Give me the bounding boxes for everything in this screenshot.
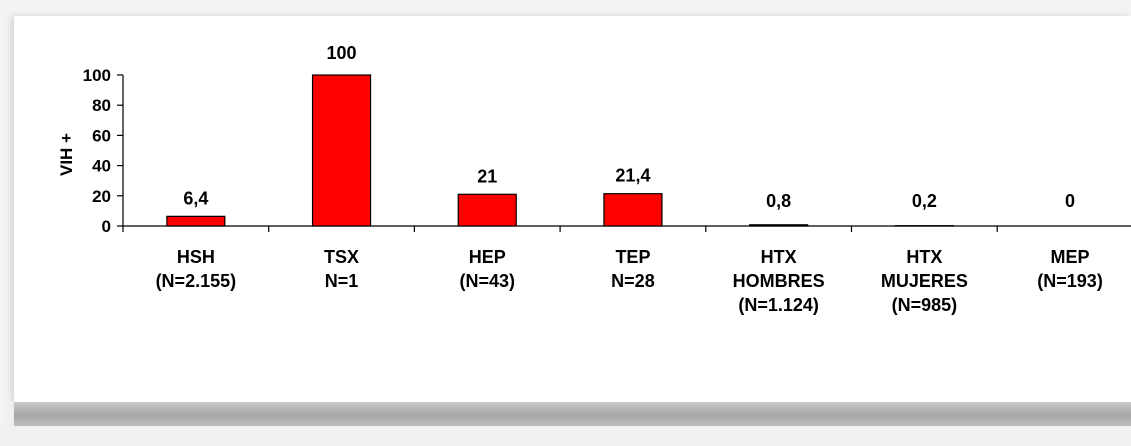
category-label: TEP <box>615 247 650 267</box>
data-label: 21 <box>477 166 497 186</box>
category-label: HSH <box>177 247 215 267</box>
data-label: 0 <box>1065 191 1075 211</box>
category-label: MUJERES <box>881 271 968 291</box>
bar <box>313 75 371 226</box>
bar <box>604 194 662 226</box>
bars <box>167 75 954 226</box>
bar <box>458 194 516 226</box>
category-label: MEP <box>1051 247 1090 267</box>
category-label: (N=193) <box>1037 271 1103 291</box>
category-label: HEP <box>469 247 506 267</box>
category-labels: HSH (N=2.155) TSX N=1 HEP (N=43) TEP N=28 HTX HOM… <box>156 247 1103 315</box>
y-tick-label: 20 <box>92 187 111 206</box>
data-label: 0,8 <box>766 191 791 211</box>
y-tick-label: 80 <box>92 96 111 115</box>
category-label: (N=43) <box>459 271 515 291</box>
category-label: N=1 <box>325 271 359 291</box>
category-label: HTX <box>906 247 942 267</box>
data-label: 6,4 <box>183 188 208 208</box>
data-label: 21,4 <box>615 166 650 186</box>
category-label: (N=1.124) <box>738 295 819 315</box>
y-tick-label: 100 <box>83 66 111 85</box>
y-axis-label: VIH + <box>57 133 76 176</box>
category-label: N=28 <box>611 271 655 291</box>
category-label: HTX <box>761 247 797 267</box>
y-tick-label: 40 <box>92 157 111 176</box>
bar <box>167 216 225 226</box>
category-label: HOMBRES <box>733 271 825 291</box>
category-label: TSX <box>324 247 359 267</box>
y-axis: 0 20 40 60 80 100 <box>83 66 123 236</box>
data-label: 100 <box>327 43 357 63</box>
bar <box>750 225 808 226</box>
y-tick-label: 0 <box>102 217 111 236</box>
y-tick-label: 60 <box>92 126 111 145</box>
category-label: (N=985) <box>892 295 958 315</box>
x-axis <box>123 226 1131 232</box>
data-label: 0,2 <box>912 191 937 211</box>
category-label: (N=2.155) <box>156 271 237 291</box>
